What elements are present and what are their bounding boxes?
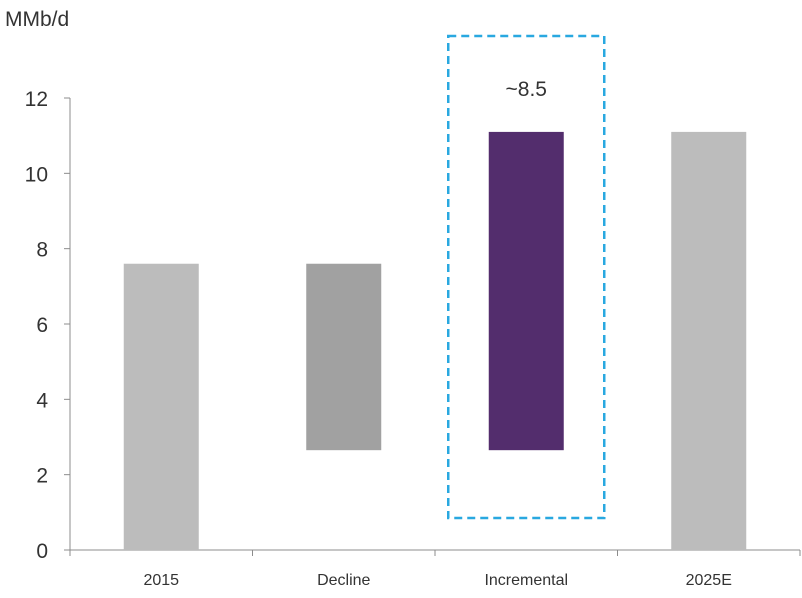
y-tick-label: 10	[25, 163, 48, 186]
bar-decline	[306, 263, 382, 451]
x-axis: 2015 Decline Incremental 2025E	[69, 549, 801, 589]
annotation: ~8.5	[447, 34, 606, 520]
y-tick-label: 8	[36, 239, 48, 262]
bar-2015	[123, 263, 199, 550]
x-tick-label: 2025E	[686, 572, 732, 589]
y-tick-label: 2	[36, 465, 48, 488]
y-tick-label: 6	[36, 314, 48, 337]
bar-incremental	[488, 131, 564, 451]
bars	[123, 131, 747, 550]
x-tick-label: 2015	[143, 572, 179, 589]
y-axis-unit-label: MMb/d	[5, 8, 70, 31]
y-tick-label: 0	[36, 540, 48, 563]
annotation-label: ~8.5	[506, 78, 547, 101]
y-tick-label: 12	[25, 88, 48, 111]
x-tick-label: Decline	[317, 572, 370, 589]
y-axis: 0 2 4 6 8 10 12	[25, 88, 71, 563]
annotation-dashed-box	[447, 34, 606, 520]
x-tick-label: Incremental	[484, 572, 568, 589]
bar-2025e	[671, 131, 747, 550]
y-tick-label: 4	[36, 389, 48, 412]
